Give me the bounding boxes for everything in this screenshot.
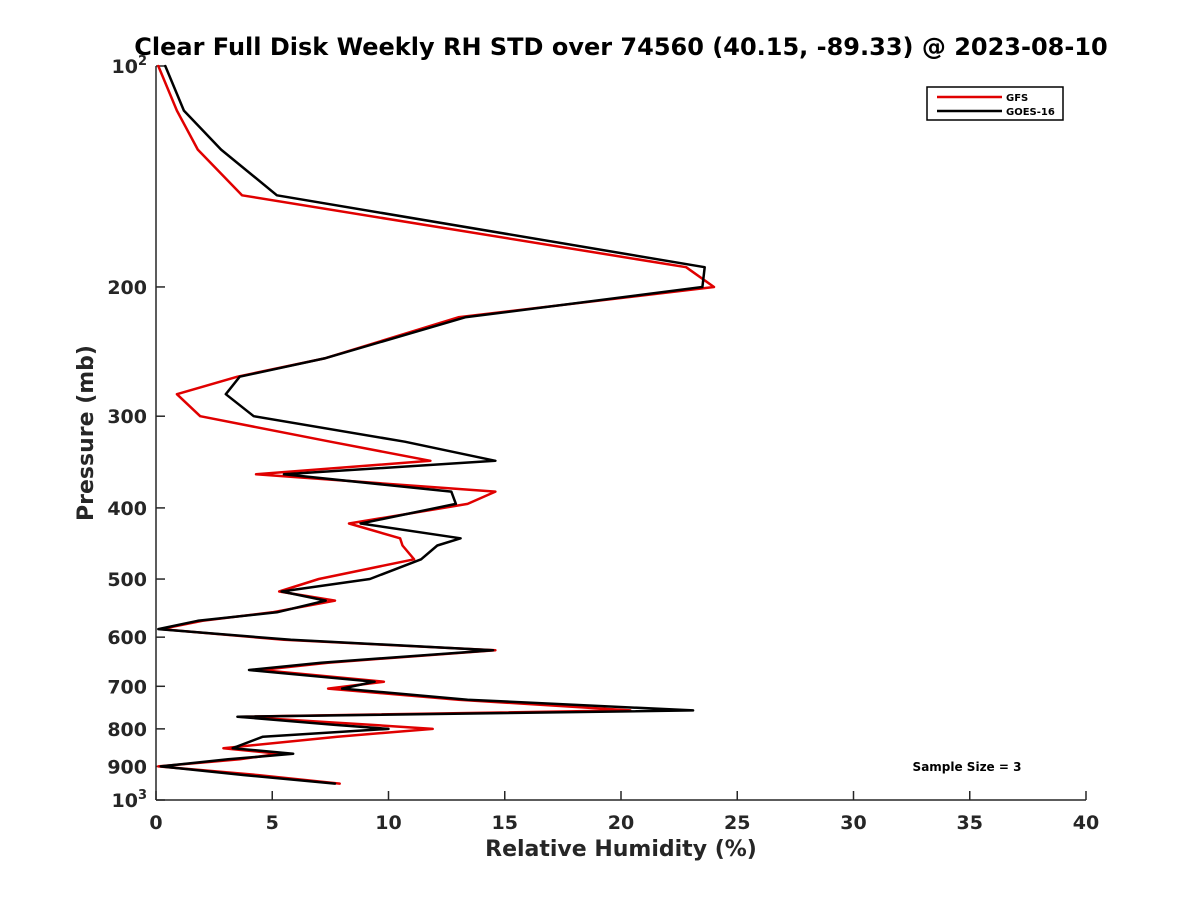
legend: GFS GOES-16 <box>926 86 1064 121</box>
legend-label-goes-16: GOES-16 <box>1006 107 1055 118</box>
y-axis-label: Pressure (mb) <box>74 345 99 521</box>
y-tick-label: 700 <box>107 676 147 698</box>
y-tick-label: 500 <box>107 569 147 591</box>
x-tick-label: 10 <box>375 812 401 834</box>
y-tick-label: 102 <box>112 54 148 78</box>
y-tick-label: 103 <box>112 788 148 812</box>
y-tick-label: 900 <box>107 756 147 778</box>
y-tick-label: 400 <box>107 498 147 520</box>
plot-area: 0 5 10 15 20 25 30 35 40 102 200 300 400 500 600 700 800… <box>107 54 1099 834</box>
y-tick-label: 800 <box>107 719 147 741</box>
legend-label-gfs: GFS <box>1006 93 1028 104</box>
x-axis-label: Relative Humidity (%) <box>485 837 757 862</box>
y-tick-label: 200 <box>107 277 147 299</box>
y-tick-label: 300 <box>107 406 147 428</box>
legend-box <box>926 86 1064 121</box>
sample-size-annotation: Sample Size = 3 <box>913 760 1022 774</box>
x-tick-label: 25 <box>724 812 750 834</box>
y-tick-label: 600 <box>107 627 147 649</box>
x-tick-label: 40 <box>1073 812 1099 834</box>
x-tick-label: 15 <box>492 812 518 834</box>
chart-title: Clear Full Disk Weekly RH STD over 74560… <box>134 33 1107 61</box>
x-tick-label: 0 <box>149 812 162 834</box>
x-tick-label: 20 <box>608 812 634 834</box>
x-tick-label: 30 <box>840 812 866 834</box>
x-tick-label: 5 <box>266 812 279 834</box>
series-line-goes-16 <box>157 64 706 785</box>
x-tick-label: 35 <box>957 812 983 834</box>
